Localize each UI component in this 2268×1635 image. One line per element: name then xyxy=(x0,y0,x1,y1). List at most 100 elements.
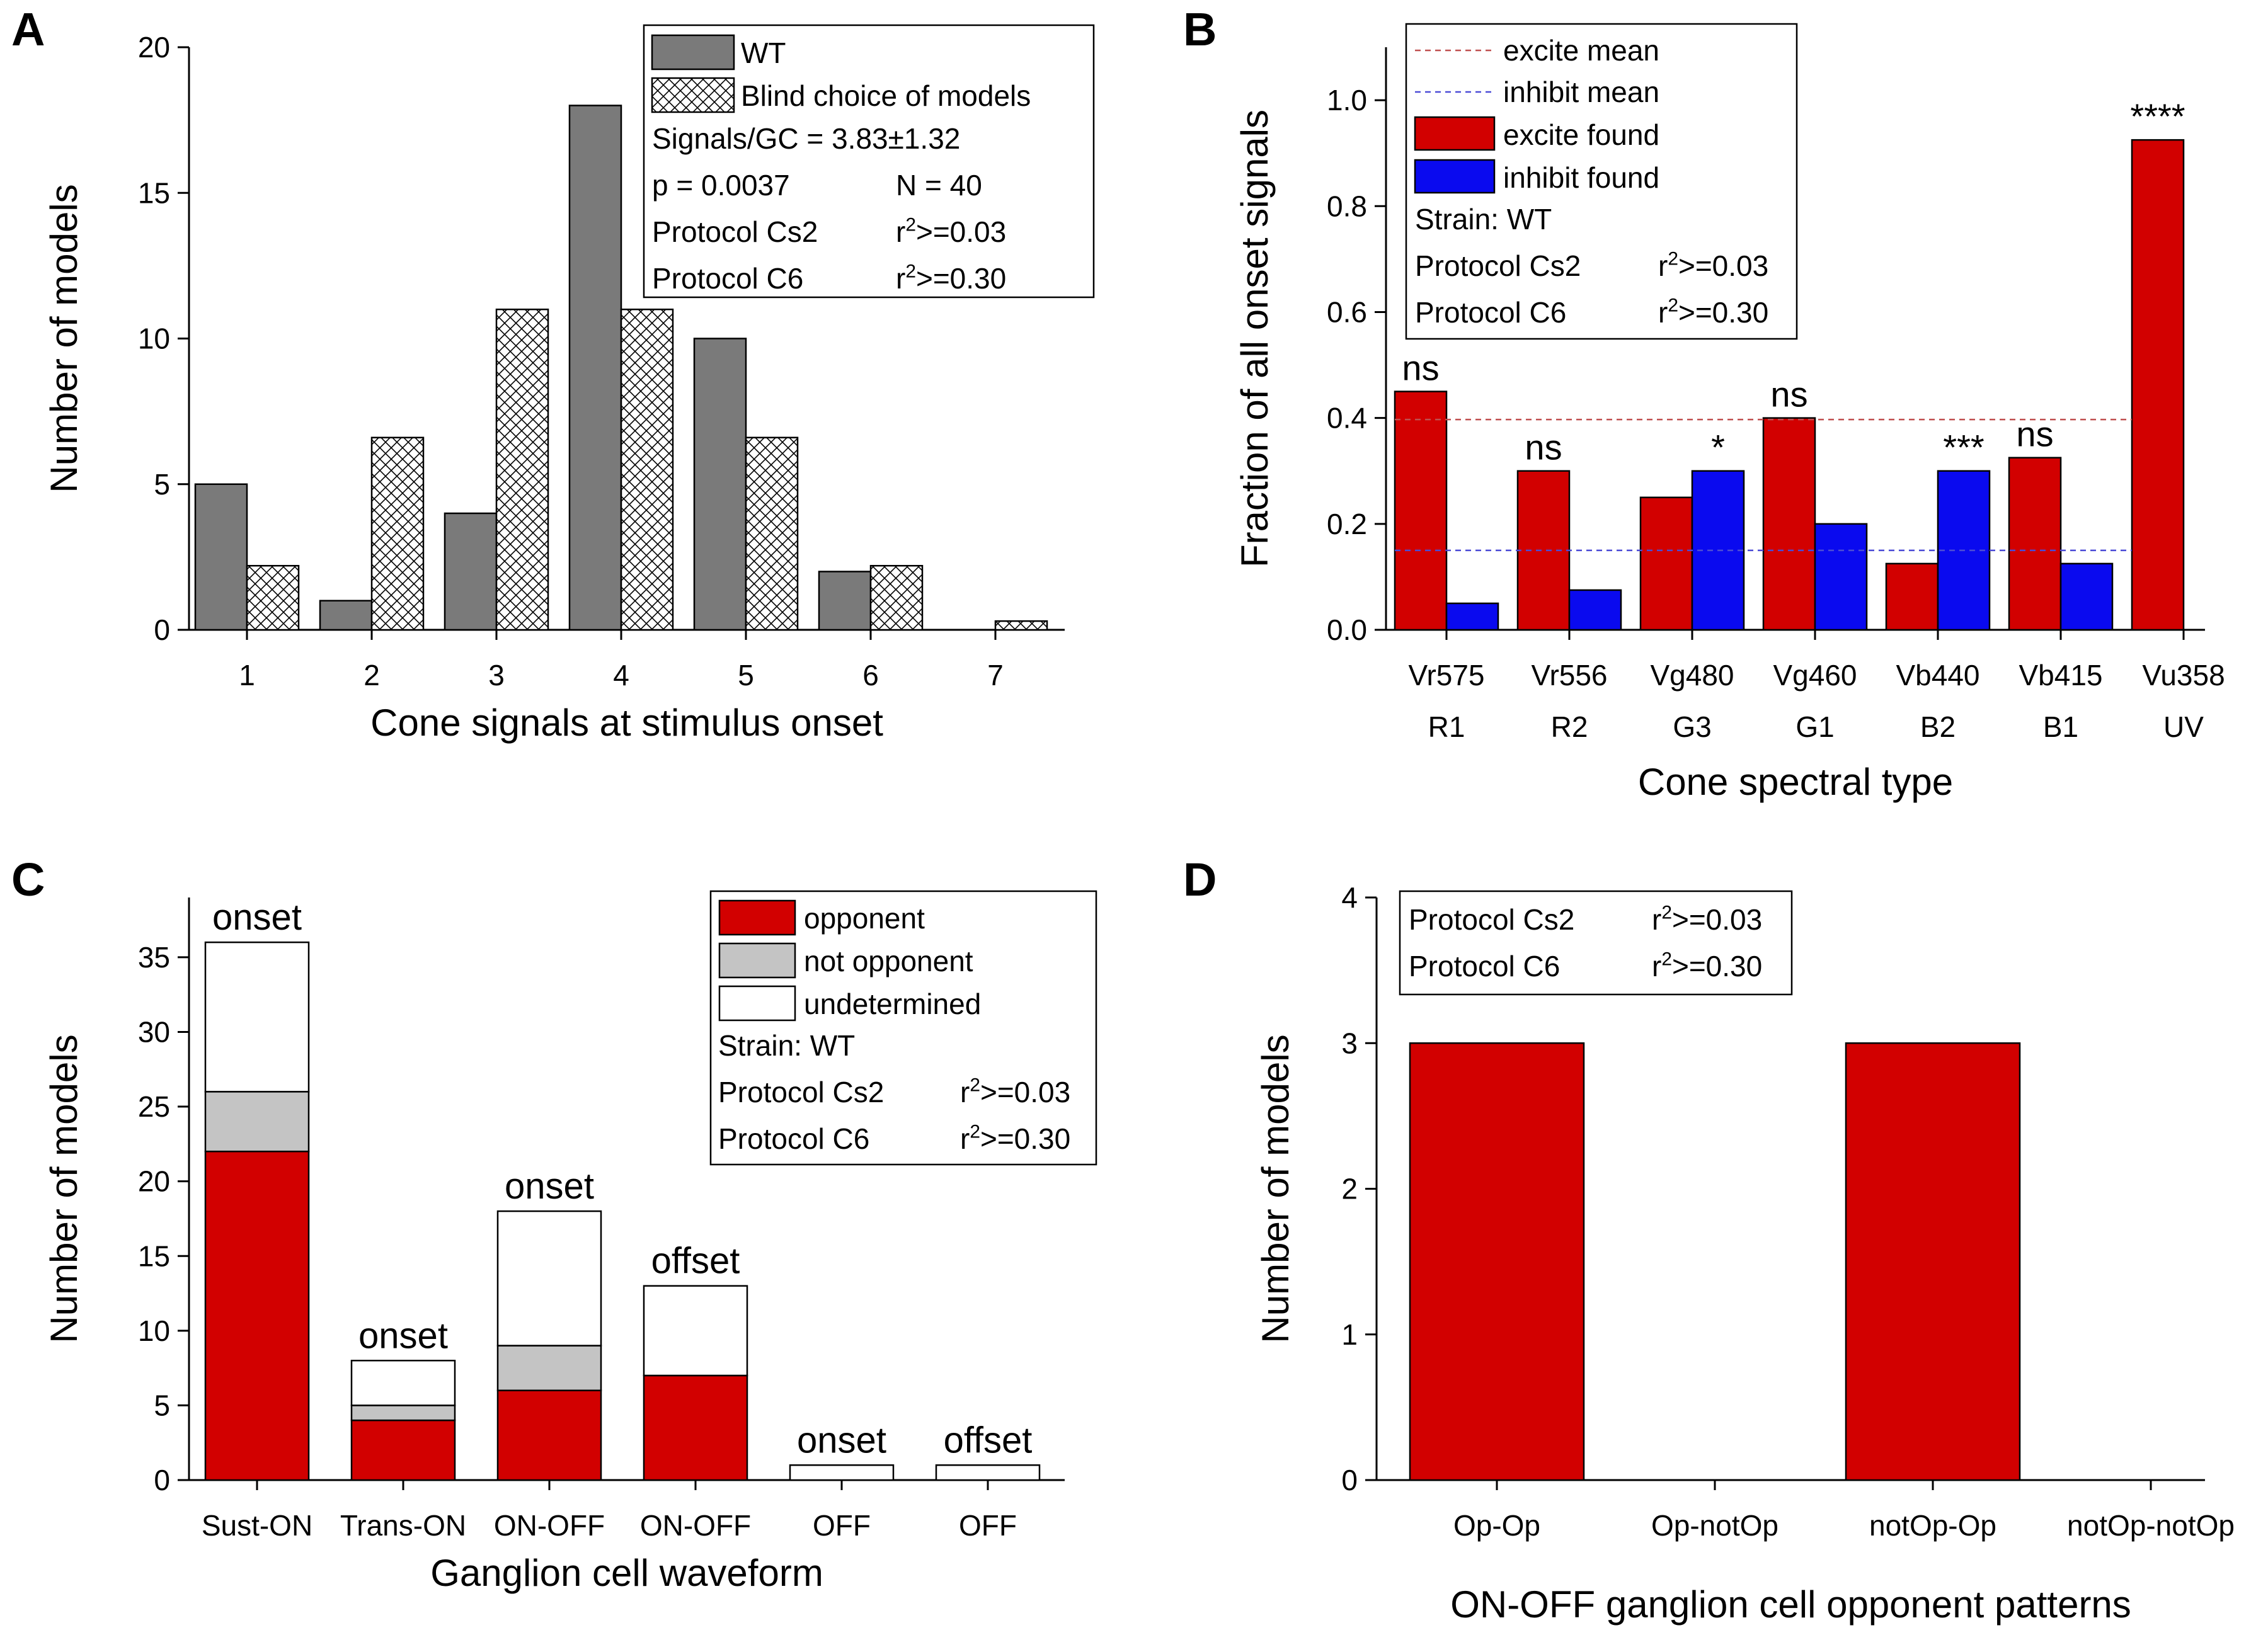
bar-label: onset xyxy=(358,1315,448,1356)
y-tick-label: 20 xyxy=(138,31,170,64)
bar-label: onset xyxy=(797,1420,886,1461)
inhibit-bar xyxy=(2059,562,2114,631)
panel-d: D 0 1 2 3 4 Op-Op Op-notOp notOp-Op notOp-notOp ON… xyxy=(1183,853,2235,1626)
undetermined-segment xyxy=(350,1360,456,1406)
legend-text: Protocol Cs2 xyxy=(1415,249,1581,282)
legend-text: Protocol C6 xyxy=(652,262,803,295)
legend-text: WT xyxy=(741,37,786,69)
panel-label: B xyxy=(1183,3,1217,55)
legend-text: not opponent xyxy=(804,945,973,977)
legend-text: Protocol Cs2 xyxy=(652,215,818,248)
x-tick-label: 2 xyxy=(364,659,380,692)
legend-text: N = 40 xyxy=(896,169,982,202)
x-tick-label: R2 xyxy=(1551,710,1588,743)
wt-bar xyxy=(568,105,622,631)
blind-choice-bar xyxy=(620,309,674,631)
bar-label: offset xyxy=(651,1241,740,1282)
opponent-segment xyxy=(204,1150,310,1481)
y-tick-label: 1 xyxy=(1341,1318,1358,1351)
legend-swatch-not-opponent xyxy=(718,942,796,979)
x-tick-label: OFF xyxy=(959,1509,1017,1542)
legend-swatch-undetermined xyxy=(718,985,796,1022)
undetermined-segment xyxy=(204,941,310,1093)
blind-choice-bar xyxy=(745,436,799,631)
legend-text: Protocol C6 xyxy=(718,1122,869,1155)
excite-bar xyxy=(1394,390,1448,631)
blind-choice-bar xyxy=(994,620,1048,631)
x-tick-label: UV xyxy=(2163,710,2204,743)
pattern-bar xyxy=(1409,1042,1585,1481)
y-tick-label: 0 xyxy=(1341,1464,1358,1496)
y-tick-label: 5 xyxy=(154,468,170,501)
x-tick-label: notOp-Op xyxy=(1869,1509,1996,1542)
legend-text: Blind choice of models xyxy=(741,79,1031,112)
blind-choice-bar xyxy=(869,565,924,631)
y-tick-label: 10 xyxy=(138,1314,170,1347)
significance-label: *** xyxy=(1943,428,1984,467)
wt-bar xyxy=(194,483,248,631)
y-tick-label: 0.0 xyxy=(1327,613,1367,646)
x-tick-label: ON-OFF xyxy=(494,1509,605,1542)
panel-c: C 0 5 10 15 20 25 30 35 Sust-ON Trans-ON ON-OFF ON-O… xyxy=(11,853,1097,1594)
y-tick-label: 30 xyxy=(138,1016,170,1049)
legend-box xyxy=(1399,890,1793,996)
x-tick-label: Trans-ON xyxy=(340,1509,466,1542)
significance-label: * xyxy=(1711,428,1725,467)
x-tick-label: 3 xyxy=(488,659,505,692)
opponent-segment xyxy=(643,1374,748,1481)
excite-bar xyxy=(1762,417,1816,631)
legend-text: Protocol C6 xyxy=(1409,950,1560,983)
not-opponent-segment xyxy=(496,1345,602,1391)
x-tick-label: Vr575 xyxy=(1408,659,1484,692)
y-tick-label: 0.2 xyxy=(1327,508,1367,540)
legend-swatch-wt xyxy=(651,34,735,71)
y-tick-label: 10 xyxy=(138,322,170,355)
legend-r2-text: r2>=0.30 xyxy=(960,1122,1070,1155)
legend-r2-text: r2>=0.30 xyxy=(1652,949,1762,983)
y-axis-title: Number of models xyxy=(43,1034,85,1343)
y-tick-label: 0 xyxy=(154,1464,170,1496)
x-tick-label: B1 xyxy=(2043,710,2078,743)
legend-text: undetermined xyxy=(804,988,981,1020)
blind-choice-bar xyxy=(370,436,425,631)
y-tick-label: 35 xyxy=(138,941,170,974)
legend-r2-text: r2>=0.30 xyxy=(896,261,1006,295)
y-tick-label: 0 xyxy=(154,613,170,646)
opponent-segment xyxy=(350,1419,456,1481)
y-tick-label: 25 xyxy=(138,1090,170,1123)
x-tick-label: Sust-ON xyxy=(202,1509,312,1542)
x-tick-label: Op-Op xyxy=(1453,1509,1540,1542)
legend-box xyxy=(643,24,1095,299)
legend-r2-text: r2>=0.03 xyxy=(1652,903,1762,936)
bar-label: offset xyxy=(944,1420,1033,1461)
undetermined-segment xyxy=(643,1285,748,1377)
x-axis-title: ON-OFF ganglion cell opponent patterns xyxy=(1450,1583,2131,1626)
y-tick-label: 4 xyxy=(1341,881,1358,914)
bar-label: onset xyxy=(212,897,302,938)
not-opponent-segment xyxy=(350,1404,456,1421)
legend-text: inhibit mean xyxy=(1503,76,1659,108)
pattern-bar xyxy=(1845,1042,2021,1481)
wt-bar xyxy=(319,600,373,631)
legend-swatch-blind xyxy=(651,77,735,113)
x-tick-label: Vb415 xyxy=(2019,659,2102,692)
not-opponent-segment xyxy=(204,1091,310,1153)
x-tick-label: notOp-notOp xyxy=(2067,1509,2235,1542)
y-tick-label: 15 xyxy=(138,1239,170,1272)
inhibit-bar xyxy=(1814,523,1868,631)
significance-label: ns xyxy=(2016,414,2053,454)
x-axis-title: Cone signals at stimulus onset xyxy=(370,702,883,744)
y-tick-label: 0.6 xyxy=(1327,296,1367,329)
x-tick-label: Vg460 xyxy=(1773,659,1857,692)
panel-label: D xyxy=(1183,853,1217,906)
panel-label: A xyxy=(11,3,45,55)
y-axis-title: Number of models xyxy=(43,184,85,493)
legend-text: inhibit found xyxy=(1503,161,1659,194)
y-tick-label: 3 xyxy=(1341,1027,1358,1059)
legend-text: Protocol Cs2 xyxy=(1409,903,1574,936)
y-tick-label: 15 xyxy=(138,176,170,209)
panel-b: B 0.0 0.2 0.4 0.6 0.8 1.0 Vr575 R1 Vr556 R2 Vg480 G3… xyxy=(1183,3,2225,803)
legend-swatch-inhibit xyxy=(1414,159,1496,194)
legend-r2-text: r2>=0.03 xyxy=(1658,249,1768,282)
